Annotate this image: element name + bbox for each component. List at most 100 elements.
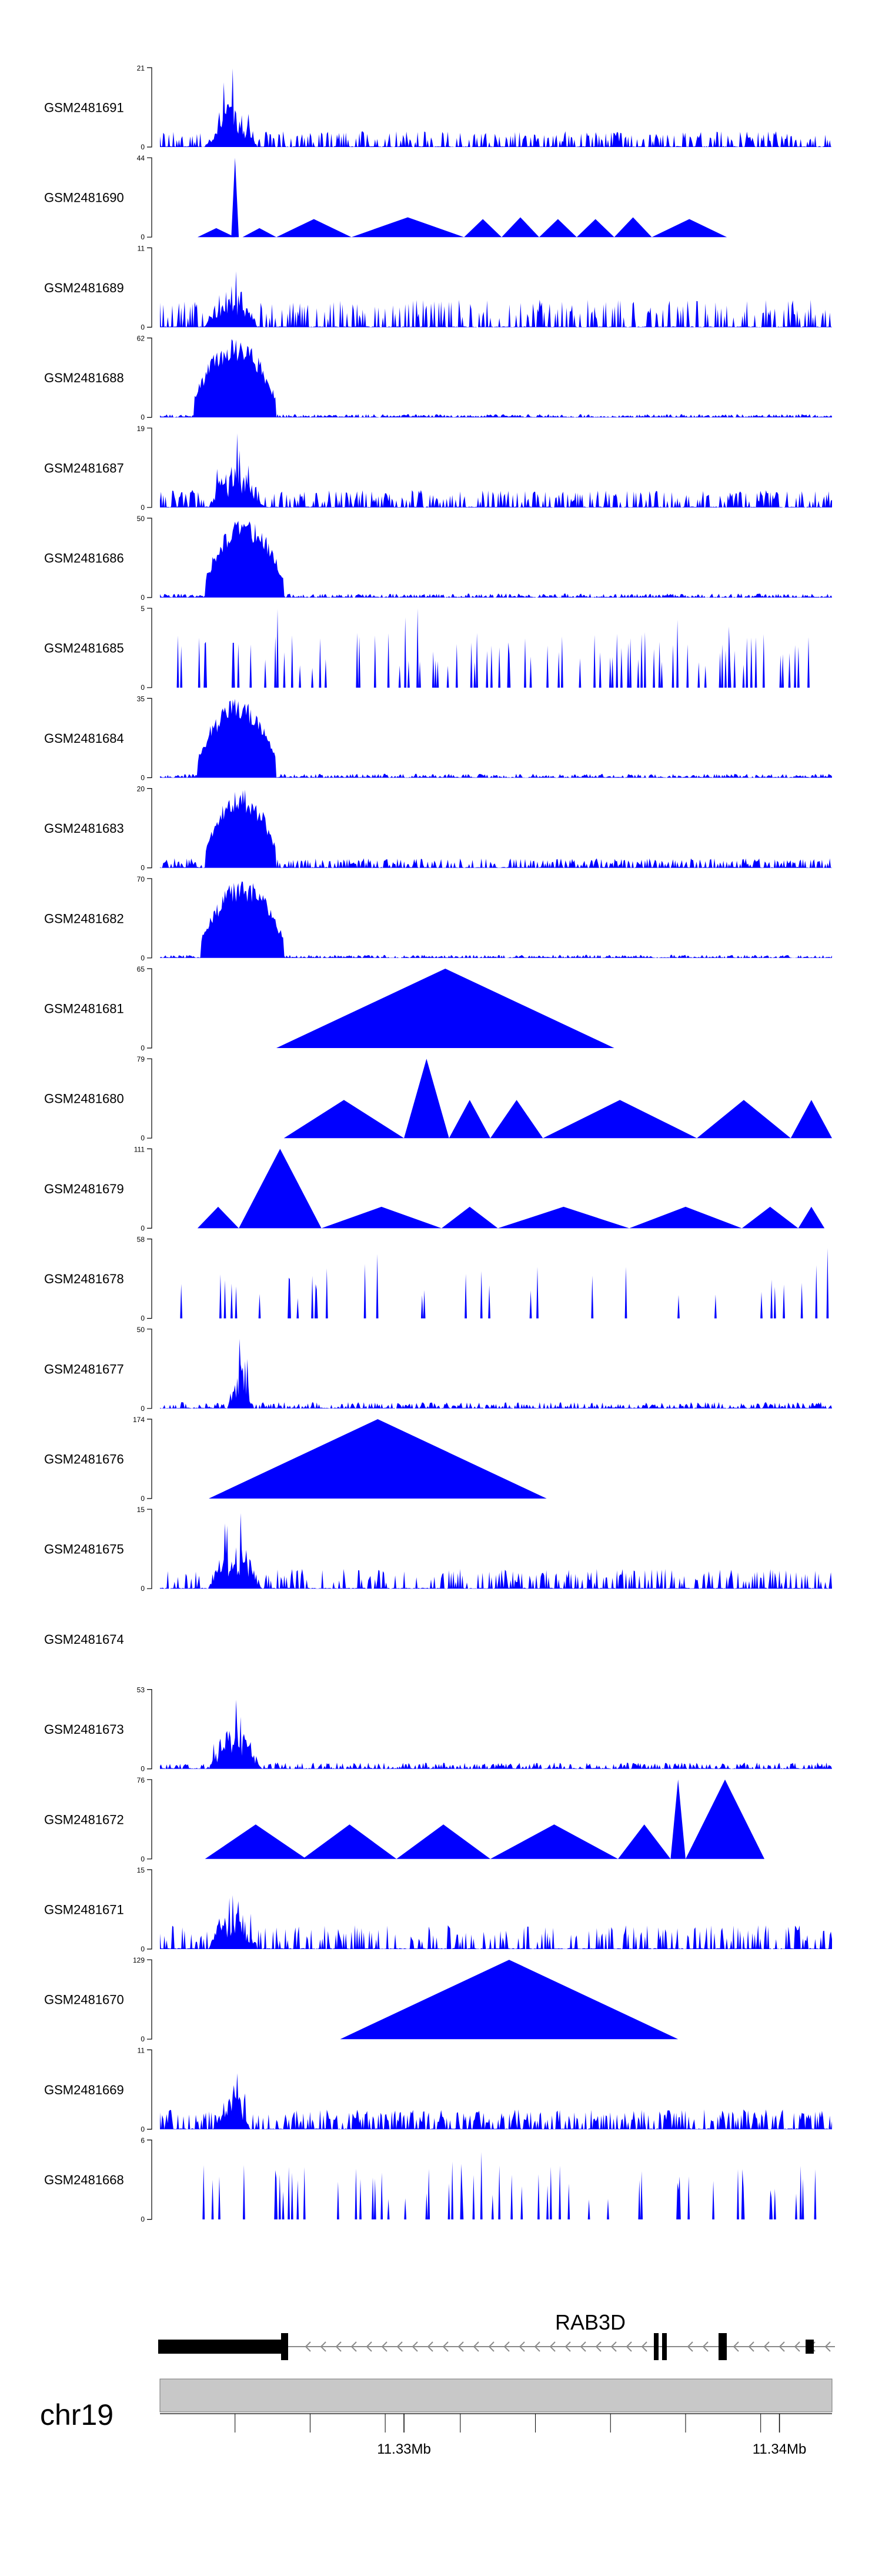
track-GSM2481679: GSM2481679 111 0	[44, 1145, 825, 1232]
axis-zero-label: 0	[141, 1314, 145, 1323]
track-axis	[147, 698, 152, 778]
strand-arrow	[320, 2341, 326, 2352]
axis-max-label: 11	[138, 2046, 145, 2054]
coverage-mark	[576, 219, 614, 238]
axis-max-label: 44	[137, 154, 145, 162]
coverage-mark	[321, 1206, 442, 1229]
axis-zero-label: 0	[141, 503, 145, 512]
track-label: GSM2481678	[44, 1272, 124, 1286]
track-GSM2481685: GSM2481685 5 0	[44, 605, 832, 692]
axis-zero-label: 0	[141, 1584, 145, 1593]
axis-zero-label: 0	[141, 1945, 145, 1953]
track-GSM2481671: GSM2481671 15 0	[44, 1866, 832, 1953]
track-axis	[147, 1239, 152, 1319]
strand-arrow	[350, 2341, 357, 2352]
chromosome-band	[159, 2378, 833, 2413]
axis-max-label: 70	[137, 875, 145, 883]
coverage-mark	[160, 1339, 832, 1409]
track-label: GSM2481684	[44, 731, 124, 746]
coverage-mark	[160, 1248, 832, 1319]
track-axis	[147, 1419, 152, 1499]
track-GSM2481677: GSM2481677 50 0	[44, 1326, 832, 1413]
coverage-mark	[160, 433, 832, 508]
axis-zero-label: 0	[141, 773, 145, 782]
axis-max-label: 35	[137, 695, 145, 703]
track-GSM2481674: GSM2481674	[44, 1632, 124, 1647]
coverage-mark	[160, 271, 832, 328]
track-label: GSM2481688	[44, 371, 124, 385]
axis-zero-label: 0	[141, 323, 145, 331]
coverage-mark	[197, 1206, 239, 1229]
axis-max-label: 65	[137, 965, 145, 973]
axis-zero-label: 0	[141, 864, 145, 872]
gene-track: RAB3D	[158, 2310, 835, 2360]
track-label: GSM2481672	[44, 1812, 124, 1827]
track-axis	[147, 338, 152, 418]
track-GSM2481678: GSM2481678 58 0	[44, 1236, 832, 1323]
axis-max-label: 21	[137, 64, 145, 72]
track-GSM2481687: GSM2481687 19 0	[44, 425, 832, 512]
coverage-mark	[490, 1824, 619, 1859]
strand-arrow	[503, 2341, 510, 2352]
exon-block	[654, 2333, 659, 2360]
coverage-mark	[160, 789, 832, 868]
track-axis	[147, 247, 152, 328]
strand-arrow	[427, 2341, 433, 2352]
coverage-mark	[160, 2073, 832, 2130]
track-axis	[147, 428, 152, 508]
track-axis	[147, 518, 152, 598]
coverage-mark	[160, 339, 832, 418]
strand-arrow	[610, 2341, 617, 2352]
axis-max-label: 50	[137, 515, 145, 523]
track-label: GSM2481691	[44, 101, 124, 115]
strand-arrow	[779, 2341, 785, 2352]
strand-arrow	[396, 2341, 403, 2352]
coverage-mark	[502, 217, 539, 238]
track-GSM2481688: GSM2481688 62 0	[44, 335, 832, 422]
strand-arrow	[580, 2341, 586, 2352]
coverage-mark	[276, 219, 352, 238]
track-axis	[147, 1058, 152, 1139]
track-axis	[147, 1779, 152, 1860]
track-label: GSM2481673	[44, 1722, 124, 1737]
strand-arrow	[733, 2341, 739, 2352]
track-GSM2481673: GSM2481673 53 0	[44, 1686, 832, 1773]
axis-zero-label: 0	[141, 2125, 145, 2133]
exon-block	[719, 2333, 727, 2360]
track-axis	[147, 1869, 152, 1950]
coverage-mark	[276, 969, 614, 1048]
axis-zero-label: 0	[141, 233, 145, 241]
track-axis	[147, 157, 152, 238]
axis-max-label: 62	[137, 335, 145, 343]
track-label: GSM2481675	[44, 1542, 124, 1557]
coverage-mark	[209, 1419, 547, 1499]
strand-arrow	[442, 2341, 449, 2352]
axis-zero-label: 0	[141, 1224, 145, 1232]
coverage-mark	[160, 1513, 832, 1589]
strand-arrow	[748, 2341, 754, 2352]
axis-zero-label: 0	[141, 1404, 145, 1413]
track-GSM2481689: GSM2481689 11 0	[44, 244, 832, 331]
coverage-mark	[160, 608, 832, 688]
track-label: GSM2481685	[44, 641, 124, 656]
axis-zero-label: 0	[141, 1855, 145, 1863]
axis-max-label: 19	[137, 425, 145, 433]
coverage-mark	[160, 68, 832, 148]
exon-block	[281, 2333, 288, 2360]
axis-max-label: 5	[141, 605, 145, 613]
coverage-mark	[404, 1059, 449, 1139]
track-label: GSM2481689	[44, 281, 124, 295]
axis-max-label: 11	[138, 244, 145, 252]
track-GSM2481676: GSM2481676 174 0	[44, 1416, 547, 1503]
track-GSM2481690: GSM2481690 44 0	[44, 154, 727, 241]
track-label: GSM2481687	[44, 461, 124, 475]
x-tick-label: 11.33Mb	[377, 2441, 431, 2457]
track-axis	[147, 608, 152, 688]
coverage-mark	[231, 158, 239, 238]
strand-arrow	[457, 2341, 464, 2352]
track-label: GSM2481670	[44, 1993, 124, 2007]
track-label: GSM2481686	[44, 551, 124, 566]
track-label: GSM2481690	[44, 191, 124, 205]
strand-arrow	[824, 2341, 831, 2352]
